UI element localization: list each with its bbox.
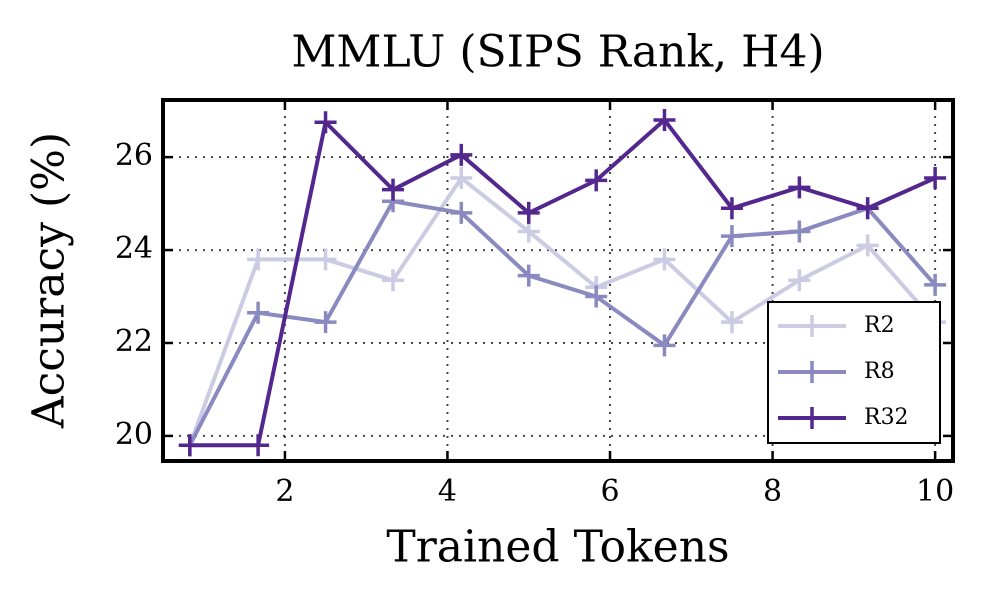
marker: [585, 285, 608, 308]
x-tick-label: 10: [916, 474, 954, 509]
legend-marker: [801, 407, 823, 429]
marker: [517, 220, 540, 243]
legend-marker: [801, 315, 823, 337]
marker: [653, 248, 676, 271]
marker: [856, 234, 879, 257]
marker: [247, 248, 270, 271]
x-tick-label: 6: [600, 474, 619, 509]
marker: [720, 311, 743, 334]
legend-label: R32: [864, 405, 909, 430]
x-tick-label: 2: [275, 474, 294, 509]
marker: [653, 334, 676, 357]
y-axis-label: Accuracy (%): [24, 132, 75, 429]
marker: [517, 264, 540, 287]
marker: [585, 169, 608, 192]
y-tick-label: 22: [115, 324, 153, 359]
y-tick-label: 24: [115, 231, 153, 266]
chart-title: MMLU (SIPS Rank, H4): [291, 27, 824, 78]
series-line: [189, 117, 936, 448]
marker: [856, 197, 879, 220]
marker: [924, 167, 947, 190]
legend: R2 R8 R32: [767, 301, 941, 444]
marker: [720, 197, 743, 220]
y-tick-label: 26: [115, 138, 153, 173]
marker: [788, 269, 811, 292]
legend-label: R2: [864, 313, 895, 338]
marker: [924, 273, 947, 296]
marker: [247, 301, 270, 324]
marker: [450, 201, 473, 224]
marker: [788, 176, 811, 199]
series-line: [188, 199, 937, 447]
marker: [517, 201, 540, 224]
marker: [178, 434, 201, 457]
marker: [653, 108, 676, 131]
x-tick-label: 4: [438, 474, 457, 509]
plot-frame: [161, 98, 955, 463]
marker: [247, 434, 270, 457]
marker: [314, 248, 337, 271]
marker: [788, 220, 811, 243]
marker: [382, 269, 405, 292]
marker: [314, 311, 337, 334]
marker: [314, 111, 337, 134]
y-tick-label: 20: [115, 417, 153, 452]
x-axis-label: Trained Tokens: [386, 522, 729, 573]
legend-label: R8: [864, 359, 895, 384]
legend-marker: [801, 361, 823, 383]
x-tick-label: 8: [763, 474, 782, 509]
series-line: [187, 175, 937, 446]
marker: [450, 167, 473, 190]
marker: [382, 178, 405, 201]
marker: [450, 143, 473, 166]
marker: [720, 225, 743, 248]
